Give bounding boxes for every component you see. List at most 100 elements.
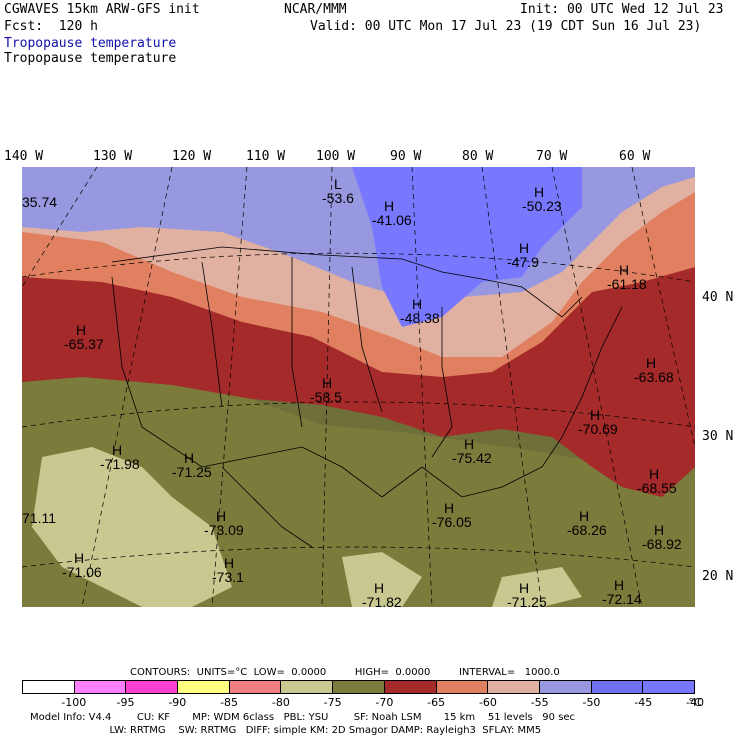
extremum-value: -68.26	[567, 522, 607, 538]
colorbar-tick-label: -65	[427, 696, 446, 709]
field-name-shaded: Tropopause temperature	[4, 36, 177, 51]
extremum-marker: H	[112, 442, 122, 458]
colorbar-tick-label: -55	[530, 696, 549, 709]
extremum-marker: H	[374, 580, 384, 596]
extremum-value: -70.69	[578, 421, 618, 437]
init-time: Init: 00 UTC Wed 12 Jul 23	[520, 2, 724, 17]
lat-label: 40 N	[702, 290, 734, 305]
extremum-marker: H	[464, 436, 474, 452]
colorbar-tick-label: -60	[478, 696, 497, 709]
extremum-value: -68.55	[637, 480, 677, 496]
model-info-line2: LW: RRTMG SW: RRTMG DIFF: simple KM: 2D …	[30, 725, 542, 736]
extremum-value: 35.74	[22, 194, 57, 210]
lat-label: 30 N	[702, 429, 734, 444]
extremum-value: -65.37	[64, 336, 104, 352]
colorbar-tick-label: -50	[582, 696, 601, 709]
extremum-value: -61.18	[607, 276, 647, 292]
lon-label: 70 W	[536, 149, 568, 164]
colorbar-swatch	[281, 681, 334, 693]
extremum-marker: H	[579, 508, 589, 524]
colorbar	[22, 680, 695, 694]
extremum-marker: H	[444, 500, 454, 516]
extremum-marker: H	[224, 555, 234, 571]
extremum-value: -68.92	[642, 536, 682, 552]
extremum-marker: H	[519, 240, 529, 256]
institution: NCAR/MMM	[284, 2, 347, 17]
colorbar-swatch	[178, 681, 230, 693]
tropopause-temperature-map: 35.74L-53.6 H-41.06H-50.23H-47.9 H-61.18H-…	[22, 167, 695, 607]
extremum-marker: H	[322, 375, 332, 391]
extremum-value: -53.6	[322, 190, 354, 206]
extremum-value: -71.25	[507, 594, 547, 607]
forecast-hour: Fcst: 120 h	[4, 19, 98, 34]
extremum-marker: H	[216, 508, 226, 524]
extremum-marker: H	[654, 522, 664, 538]
extremum-value: -58.5	[310, 389, 342, 405]
extremum-value: 71.11	[22, 510, 56, 526]
colorbar-tick-label: -75	[323, 696, 342, 709]
colorbar-swatch	[436, 681, 489, 693]
extremum-value: -73.1	[212, 569, 244, 585]
extremum-value: -47.9	[507, 254, 539, 270]
extremum-value: -41.06	[372, 212, 412, 228]
model-title: CGWAVES 15km ARW-GFS init	[4, 2, 200, 17]
extremum-value: -71.06	[62, 564, 102, 580]
extremum-value: -75.42	[452, 450, 492, 466]
contour-info: CONTOURS: UNITS=°C LOW= 0.0000 HIGH= 0.0…	[130, 667, 560, 678]
valid-time: Valid: 00 UTC Mon 17 Jul 23 (19 CDT Sun …	[310, 19, 702, 34]
shaded-field	[22, 167, 695, 607]
lon-label: 130 W	[93, 149, 133, 164]
extremum-marker: H	[619, 262, 629, 278]
colorbar-tick-label: -100	[61, 696, 87, 709]
colorbar-tick-label: -95	[116, 696, 135, 709]
extremum-value: -50.23	[522, 198, 562, 214]
lon-label: 100 W	[316, 149, 356, 164]
colorbar-swatch	[126, 681, 179, 693]
extremum-value: -72.14	[602, 591, 642, 607]
colorbar-tick-label: -70	[375, 696, 394, 709]
extremum-marker: H	[412, 296, 422, 312]
extremum-value: -71.82	[362, 594, 402, 607]
extremum-value: -71.98	[100, 456, 140, 472]
lon-label: 120 W	[172, 149, 212, 164]
lon-label: 140 W	[4, 149, 44, 164]
extremum-value: -73.09	[204, 522, 244, 538]
lon-label: 60 W	[619, 149, 651, 164]
colorbar-swatch	[591, 681, 644, 693]
colorbar-swatch	[333, 681, 385, 693]
colorbar-swatch	[488, 681, 540, 693]
colorbar-tick-label: -45	[634, 696, 653, 709]
lat-lon-grid	[22, 167, 695, 607]
extremum-marker: H	[519, 580, 529, 596]
extremum-value: -63.68	[634, 369, 674, 385]
lat-label: 20 N	[702, 569, 734, 584]
colorbar-swatch	[384, 681, 437, 693]
colorbar-tick-label: -40	[686, 696, 704, 709]
colorbar-swatch	[74, 681, 127, 693]
extremum-marker: H	[646, 355, 656, 371]
political-boundaries	[111, 246, 623, 548]
extremum-marker: H	[76, 322, 86, 338]
colorbar-swatch	[229, 681, 282, 693]
extremum-marker: H	[614, 577, 624, 593]
colorbar-tick-label: -80	[271, 696, 290, 709]
colorbar-unit: °C	[688, 696, 702, 709]
extremum-marker: H	[384, 198, 394, 214]
colorbar-swatch	[539, 681, 592, 693]
lon-label: 110 W	[246, 149, 286, 164]
extremum-marker: H	[184, 450, 194, 466]
colorbar-tick-label: -90	[168, 696, 187, 709]
lon-label: 90 W	[390, 149, 422, 164]
extremum-marker: L	[334, 176, 342, 192]
extremum-marker: H	[590, 407, 600, 423]
colorbar-swatch	[23, 681, 75, 693]
lon-label: 80 W	[462, 149, 494, 164]
extremum-marker: H	[74, 550, 84, 566]
colorbar-tick-label: -85	[220, 696, 239, 709]
extremum-value: -76.05	[432, 514, 472, 530]
field-name-contour: Tropopause temperature	[4, 51, 177, 66]
extrema-labels: 35.74L-53.6 H-41.06H-50.23H-47.9 H-61.18H-…	[22, 176, 682, 607]
extremum-marker: H	[534, 184, 544, 200]
model-info-line1: Model Info: V4.4 CU: KF MP: WDM 6class P…	[30, 712, 576, 723]
extremum-value: -71.25	[172, 464, 212, 480]
